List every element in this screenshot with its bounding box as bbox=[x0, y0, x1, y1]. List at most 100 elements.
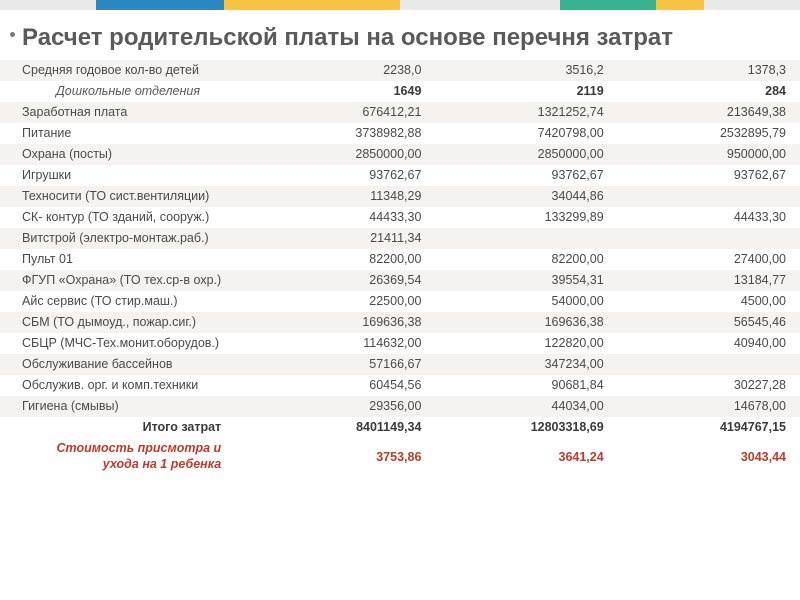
strip-segment bbox=[704, 0, 800, 10]
row-value: 3641,24 bbox=[435, 438, 617, 476]
row-value: 93762,67 bbox=[253, 165, 435, 186]
row-label: ФГУП «Охрана» (ТО тех.ср-в охр.) bbox=[0, 270, 253, 291]
row-value: 114632,00 bbox=[253, 333, 435, 354]
row-value: 27400,00 bbox=[618, 249, 800, 270]
row-value bbox=[618, 228, 800, 249]
row-label: СБМ (ТО дымоуд., пожар.сиг.) bbox=[0, 312, 253, 333]
row-value: 57166,67 bbox=[253, 354, 435, 375]
row-label: Айс сервис (ТО стир.маш.) bbox=[0, 291, 253, 312]
strip-segment bbox=[400, 0, 560, 10]
row-value: 2850000,00 bbox=[435, 144, 617, 165]
row-label: Итого затрат bbox=[0, 417, 253, 438]
row-value: 169636,38 bbox=[435, 312, 617, 333]
row-value: 54000,00 bbox=[435, 291, 617, 312]
row-label: Дошкольные отделения bbox=[0, 81, 253, 102]
title-bullet bbox=[10, 32, 15, 37]
row-value: 13184,77 bbox=[618, 270, 800, 291]
row-value: 3753,86 bbox=[253, 438, 435, 476]
row-value: 3043,44 bbox=[618, 438, 800, 476]
row-value: 14678,00 bbox=[618, 396, 800, 417]
table-row: Обслужив. орг. и комп.техники60454,56906… bbox=[0, 375, 800, 396]
table-row: Игрушки93762,6793762,6793762,67 bbox=[0, 165, 800, 186]
row-value: 284 bbox=[618, 81, 800, 102]
title-block: Расчет родительской платы на основе пере… bbox=[0, 10, 800, 60]
strip-segment bbox=[0, 0, 96, 10]
row-value: 122820,00 bbox=[435, 333, 617, 354]
table-row: СБЦР (МЧС-Тех.монит.оборудов.)114632,001… bbox=[0, 333, 800, 354]
row-label: СБЦР (МЧС-Тех.монит.оборудов.) bbox=[0, 333, 253, 354]
row-value: 2850000,00 bbox=[253, 144, 435, 165]
row-value: 950000,00 bbox=[618, 144, 800, 165]
strip-segment bbox=[224, 0, 400, 10]
table-row: Айс сервис (ТО стир.маш.)22500,0054000,0… bbox=[0, 291, 800, 312]
row-value: 93762,67 bbox=[435, 165, 617, 186]
table-row: Стоимость присмотра иухода на 1 ребенка3… bbox=[0, 438, 800, 476]
row-value bbox=[618, 186, 800, 207]
row-label: Обслужив. орг. и комп.техники bbox=[0, 375, 253, 396]
row-label: Витстрой (электро-монтаж.раб.) bbox=[0, 228, 253, 249]
row-value: 40940,00 bbox=[618, 333, 800, 354]
row-value: 93762,67 bbox=[618, 165, 800, 186]
row-value: 44433,30 bbox=[253, 207, 435, 228]
row-value bbox=[618, 354, 800, 375]
cost-table-body: Средняя годовое кол-во детей2238,03516,2… bbox=[0, 60, 800, 476]
row-label: Средняя годовое кол-во детей bbox=[0, 60, 253, 81]
row-value: 21411,34 bbox=[253, 228, 435, 249]
row-value: 347234,00 bbox=[435, 354, 617, 375]
row-label: Техносити (ТО сист.вентиляции) bbox=[0, 186, 253, 207]
row-value: 82200,00 bbox=[253, 249, 435, 270]
row-label: СК- контур (ТО зданий, сооруж.) bbox=[0, 207, 253, 228]
row-label: Заработная плата bbox=[0, 102, 253, 123]
row-value: 1321252,74 bbox=[435, 102, 617, 123]
table-row: Гигиена (смывы)29356,0044034,0014678,00 bbox=[0, 396, 800, 417]
row-value: 3738982,88 bbox=[253, 123, 435, 144]
row-value: 2532895,79 bbox=[618, 123, 800, 144]
table-row: Пульт 0182200,0082200,0027400,00 bbox=[0, 249, 800, 270]
row-value: 2238,0 bbox=[253, 60, 435, 81]
row-value: 26369,54 bbox=[253, 270, 435, 291]
row-value: 39554,31 bbox=[435, 270, 617, 291]
table-row: Витстрой (электро-монтаж.раб.)21411,34 bbox=[0, 228, 800, 249]
row-value: 56545,46 bbox=[618, 312, 800, 333]
table-row: Питание3738982,887420798,002532895,79 bbox=[0, 123, 800, 144]
row-label: Обслуживание бассейнов bbox=[0, 354, 253, 375]
strip-segment bbox=[656, 0, 704, 10]
row-value: 34044,86 bbox=[435, 186, 617, 207]
row-value: 676412,21 bbox=[253, 102, 435, 123]
row-value: 90681,84 bbox=[435, 375, 617, 396]
table-row: СК- контур (ТО зданий, сооруж.)44433,301… bbox=[0, 207, 800, 228]
row-value: 82200,00 bbox=[435, 249, 617, 270]
row-label: Охрана (посты) bbox=[0, 144, 253, 165]
strip-segment bbox=[96, 0, 224, 10]
row-value: 4194767,15 bbox=[618, 417, 800, 438]
strip-segment bbox=[560, 0, 656, 10]
row-value: 12803318,69 bbox=[435, 417, 617, 438]
row-value: 7420798,00 bbox=[435, 123, 617, 144]
row-value: 169636,38 bbox=[253, 312, 435, 333]
row-value bbox=[435, 228, 617, 249]
cost-table: Средняя годовое кол-во детей2238,03516,2… bbox=[0, 60, 800, 476]
row-label: Игрушки bbox=[0, 165, 253, 186]
row-value: 44034,00 bbox=[435, 396, 617, 417]
row-value: 22500,00 bbox=[253, 291, 435, 312]
table-row: Средняя годовое кол-во детей2238,03516,2… bbox=[0, 60, 800, 81]
row-value: 1649 bbox=[253, 81, 435, 102]
row-value: 1378,3 bbox=[618, 60, 800, 81]
row-value: 213649,38 bbox=[618, 102, 800, 123]
table-row: Итого затрат8401149,3412803318,694194767… bbox=[0, 417, 800, 438]
table-row: Заработная плата676412,211321252,7421364… bbox=[0, 102, 800, 123]
row-value: 3516,2 bbox=[435, 60, 617, 81]
row-value: 2119 bbox=[435, 81, 617, 102]
table-row: Обслуживание бассейнов57166,67347234,00 bbox=[0, 354, 800, 375]
row-label: Питание bbox=[0, 123, 253, 144]
table-row: СБМ (ТО дымоуд., пожар.сиг.)169636,38169… bbox=[0, 312, 800, 333]
row-label: Гигиена (смывы) bbox=[0, 396, 253, 417]
top-color-strip bbox=[0, 0, 800, 10]
table-row: Дошкольные отделения16492119284 bbox=[0, 81, 800, 102]
row-value: 11348,29 bbox=[253, 186, 435, 207]
row-value: 60454,56 bbox=[253, 375, 435, 396]
table-row: Охрана (посты)2850000,002850000,00950000… bbox=[0, 144, 800, 165]
row-value: 133299,89 bbox=[435, 207, 617, 228]
row-value: 4500,00 bbox=[618, 291, 800, 312]
row-value: 8401149,34 bbox=[253, 417, 435, 438]
